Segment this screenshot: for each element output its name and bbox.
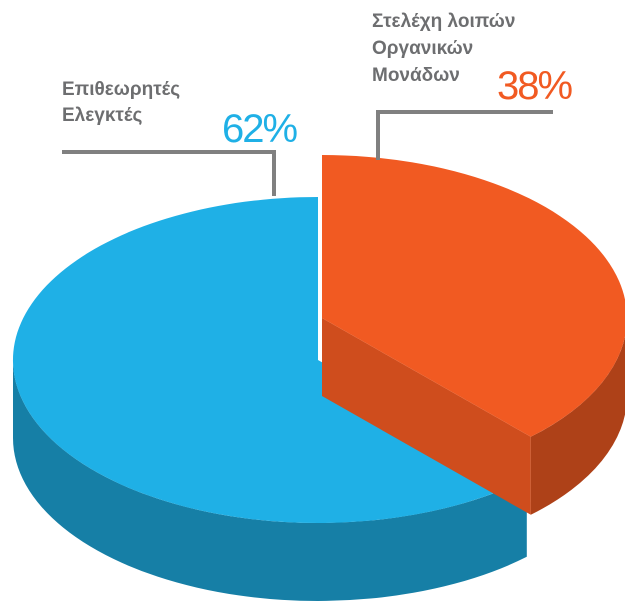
- slice-top: [12, 197, 527, 524]
- slice-side: [530, 336, 625, 515]
- leader-line: [62, 150, 276, 196]
- slice-face: [322, 318, 531, 515]
- slice-side: [13, 360, 527, 601]
- slice-label-line: Στελέχη λοιπών: [372, 11, 515, 32]
- value-label: 62%: [222, 107, 297, 151]
- slice-label-line: Ελεγκτές: [62, 105, 142, 126]
- slice-label: Επιθεωρητές Ελεγκτές: [62, 79, 180, 126]
- value-label: 38%: [497, 64, 572, 108]
- slice-label-line: Μονάδων: [372, 65, 460, 86]
- slice-label-line: Επιθεωρητές: [62, 79, 180, 100]
- leader-line: [376, 110, 553, 160]
- slice-label-line: Οργανικών: [372, 38, 473, 59]
- slice-label: Στελέχη λοιπών Οργανικών Μονάδων: [372, 11, 515, 86]
- slice-top: [322, 155, 625, 437]
